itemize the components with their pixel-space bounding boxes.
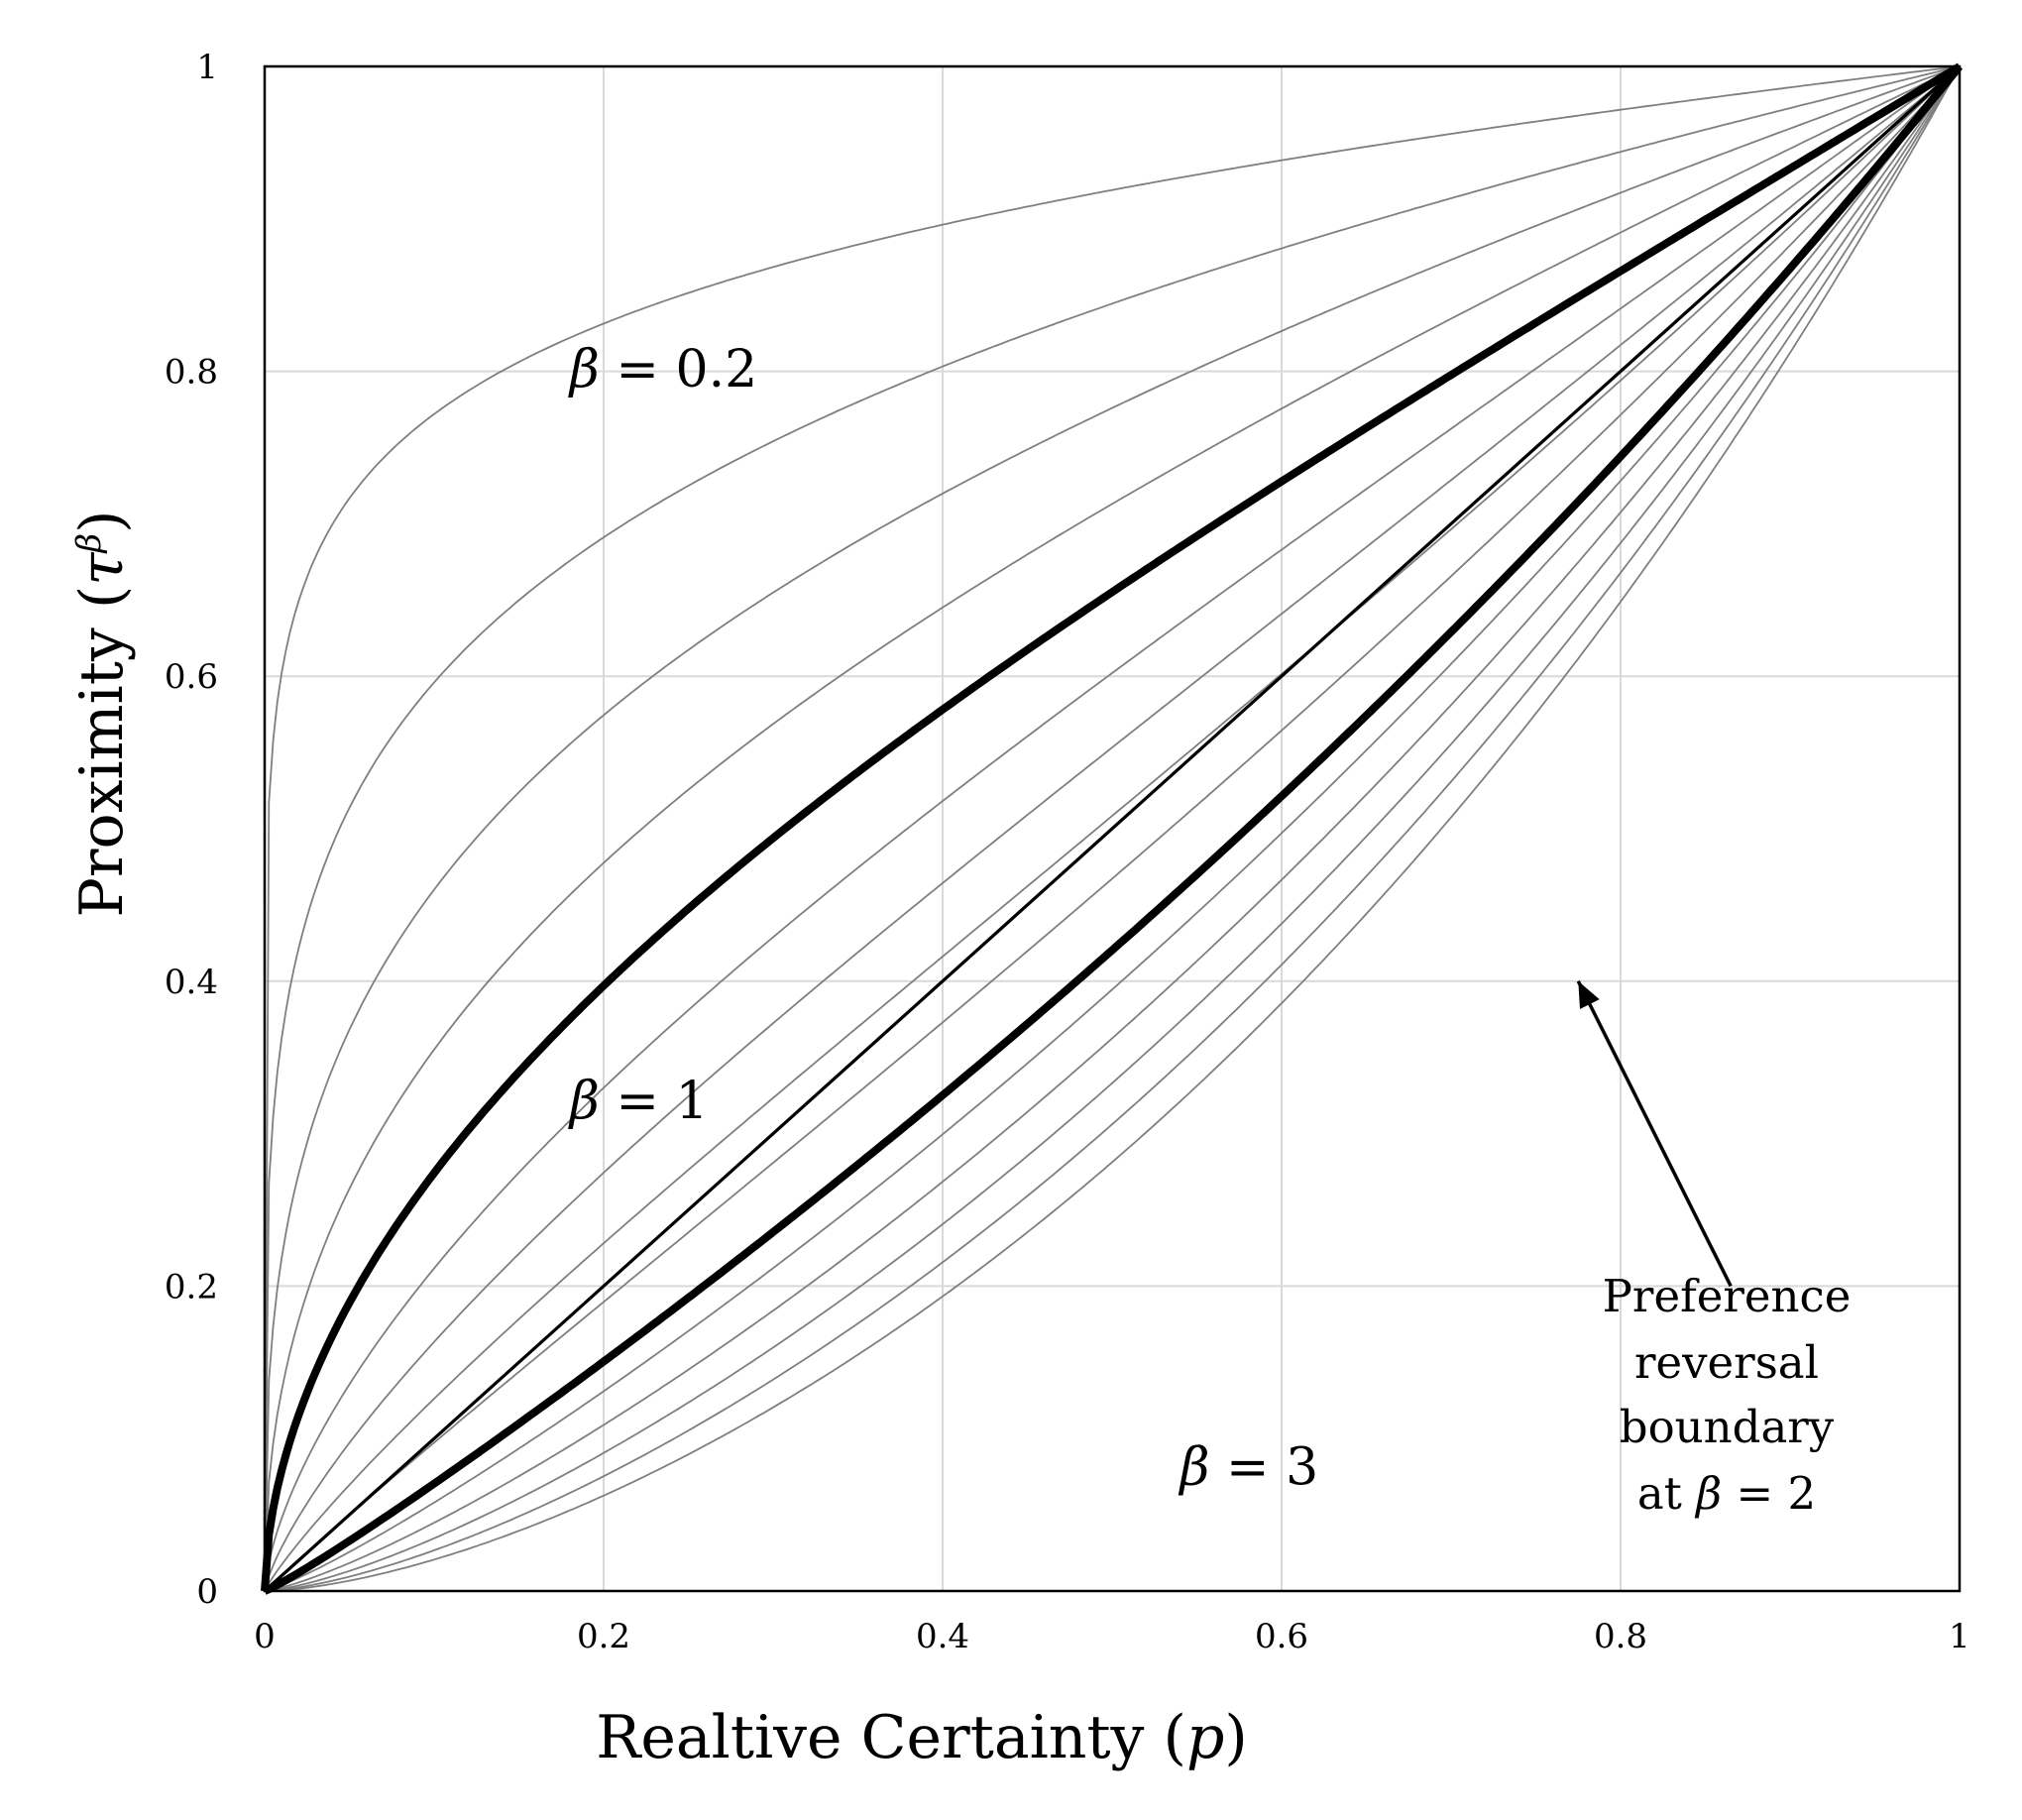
curve-beta xyxy=(264,65,1961,1592)
x-axis-title-close: ) xyxy=(1224,1703,1247,1772)
identity-line xyxy=(263,64,1962,1593)
y-axis-title: Proximity (τβ) xyxy=(67,510,137,917)
plot-frame xyxy=(263,64,1962,1593)
beta-annotation: β = 0.2 xyxy=(568,340,757,399)
beta-symbol: β xyxy=(568,340,600,399)
beta-annotation: β = 1 xyxy=(568,1072,709,1131)
arrowhead xyxy=(1578,980,1600,1009)
x-axis-title-text: Realtive Certainty ( xyxy=(596,1703,1186,1772)
y-axis-title-var: τ xyxy=(67,552,137,586)
note-at: at xyxy=(1637,1467,1696,1520)
y-tick-label: 0.8 xyxy=(165,353,218,393)
y-tick-label: 0 xyxy=(196,1572,218,1612)
curve-beta xyxy=(264,65,1961,1592)
curve-beta xyxy=(264,65,1961,1592)
y-axis-title-close: ) xyxy=(67,510,137,532)
curve-beta xyxy=(264,65,1961,1592)
preference-reversal-note: Preference reversal boundary at β = 2 xyxy=(1576,980,1852,1520)
y-tick-label: 0.2 xyxy=(165,1267,218,1307)
x-tick-label: 0.4 xyxy=(916,1617,969,1656)
x-tick-label: 1 xyxy=(1949,1617,1970,1656)
x-tick-label: 0.8 xyxy=(1594,1617,1647,1656)
curve-beta xyxy=(264,65,1961,1592)
curve-beta xyxy=(264,65,1961,1592)
curve-beta xyxy=(264,65,1961,1592)
curve-beta-2 xyxy=(263,63,1964,1595)
curve-beta xyxy=(264,65,1961,1592)
curve-beta xyxy=(264,65,1961,1592)
beta-annotation: β = 3 xyxy=(1178,1437,1318,1497)
note-beta-symbol: β xyxy=(1694,1467,1722,1520)
y-axis-title-sup: β xyxy=(69,533,109,555)
y-tick-label: 1 xyxy=(196,48,218,87)
beta-value: = 1 xyxy=(600,1072,709,1131)
beta-symbol: β xyxy=(1178,1437,1209,1497)
y-tick-label: 0.6 xyxy=(165,657,218,697)
beta-value: = 3 xyxy=(1209,1437,1318,1497)
x-tick-label: 0.2 xyxy=(577,1617,630,1656)
curve-beta xyxy=(264,65,1961,1592)
x-axis-title-var: p xyxy=(1186,1703,1224,1772)
arrow xyxy=(1576,980,1733,1288)
note-line: Preference xyxy=(1603,1270,1852,1322)
annotations: β = 0.2β = 1β = 3 xyxy=(568,340,1318,1497)
x-tick-labels: 0 0.2 0.4 0.6 0.8 1 xyxy=(254,1617,1970,1656)
beta-symbol: β xyxy=(568,1072,600,1131)
x-tick-label: 0.6 xyxy=(1255,1617,1308,1656)
note-beta-value: = 2 xyxy=(1722,1467,1816,1520)
x-tick-label: 0 xyxy=(254,1617,276,1656)
curve-beta xyxy=(264,65,1961,1592)
y-tick-labels: 0 0.2 0.4 0.6 0.8 1 xyxy=(165,48,218,1612)
curve-beta xyxy=(264,65,1961,1592)
curve-beta-1 xyxy=(261,62,1963,1592)
y-tick-label: 0.4 xyxy=(165,963,218,1002)
highlight-curves xyxy=(261,62,1964,1595)
note-line-beta: at β = 2 xyxy=(1637,1467,1816,1520)
note-line: boundary xyxy=(1620,1401,1835,1453)
curve-beta xyxy=(264,65,1961,1592)
x-axis-title: Realtive Certainty (p) xyxy=(596,1703,1248,1772)
y-axis-title-text: Proximity ( xyxy=(67,586,137,918)
beta-value: = 0.2 xyxy=(600,340,757,399)
gridlines xyxy=(264,65,1961,1592)
note-line: reversal xyxy=(1634,1336,1819,1389)
curve-family xyxy=(264,65,1961,1592)
